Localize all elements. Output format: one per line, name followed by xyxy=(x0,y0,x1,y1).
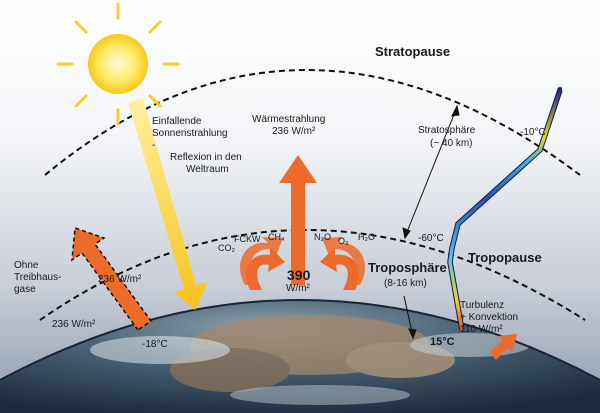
back-radiation-arrows xyxy=(239,237,366,290)
incoming-label-2: Sonnenstrahlung xyxy=(152,128,228,139)
gas-h2o: H₂O xyxy=(358,232,375,242)
heat-radiation-value: 236 W/m² xyxy=(272,126,316,137)
reflection-label-1: Reflexion in den xyxy=(170,152,242,163)
reflection-label-2: Weltraum xyxy=(186,164,229,175)
back-radiation-unit: W/m² xyxy=(286,283,311,294)
gas-o3: O₃ xyxy=(338,236,349,246)
no-ghg-label-1: Ohne xyxy=(14,260,39,271)
no-ghg-surface-temp: -18°C xyxy=(142,339,168,350)
incoming-label-1: Einfallende xyxy=(152,116,202,127)
gas-fckw: FCKW xyxy=(234,234,261,244)
gas-n2o: N₂O xyxy=(314,232,331,242)
convection-label-3: 110 W/m² xyxy=(460,324,503,335)
temperature-profile-curve xyxy=(448,88,562,331)
troposphere-height: (8-16 km) xyxy=(384,278,427,289)
convection-label-1: Turbulenz xyxy=(460,300,504,311)
convection-label-2: + Konvektion xyxy=(460,312,518,323)
temp-tropopause: -60°C xyxy=(418,233,444,244)
no-ghg-value-bottom: 236 W/m² xyxy=(52,319,96,330)
tropopause-label: Tropopause xyxy=(468,250,542,265)
stratosphere-label: Stratosphäre xyxy=(418,125,476,136)
no-ghg-label-2: Treibhaus- xyxy=(14,272,61,283)
gas-ch4: CH₄ xyxy=(268,232,285,242)
back-radiation-value: 390 xyxy=(287,267,311,283)
troposphere-label: Troposphäre xyxy=(368,260,447,275)
temp-stratopause: -10°C xyxy=(520,127,546,138)
troposphere-height-arrow xyxy=(403,295,417,340)
stratopause-label: Stratopause xyxy=(375,44,450,59)
no-ghg-value-top: 236 W/m² xyxy=(98,274,142,285)
heat-radiation-label: Wärmestrahlung xyxy=(252,114,325,125)
gas-co2: CO₂ xyxy=(218,243,236,253)
temp-surface: 15°C xyxy=(430,336,455,348)
solar-radiation-arrow xyxy=(128,98,208,310)
no-ghg-label-3: gase xyxy=(14,284,36,295)
heat-radiation-arrow xyxy=(279,155,317,285)
stratosphere-height-arrow xyxy=(402,104,460,240)
earth xyxy=(0,299,600,413)
solar-dash: - xyxy=(152,140,155,151)
convection-arrow xyxy=(490,334,517,360)
no-greenhouse-arrow xyxy=(71,226,153,332)
sun-icon xyxy=(56,2,180,126)
stratosphere-height: (~ 40 km) xyxy=(430,138,473,149)
stratopause-line xyxy=(44,69,581,176)
